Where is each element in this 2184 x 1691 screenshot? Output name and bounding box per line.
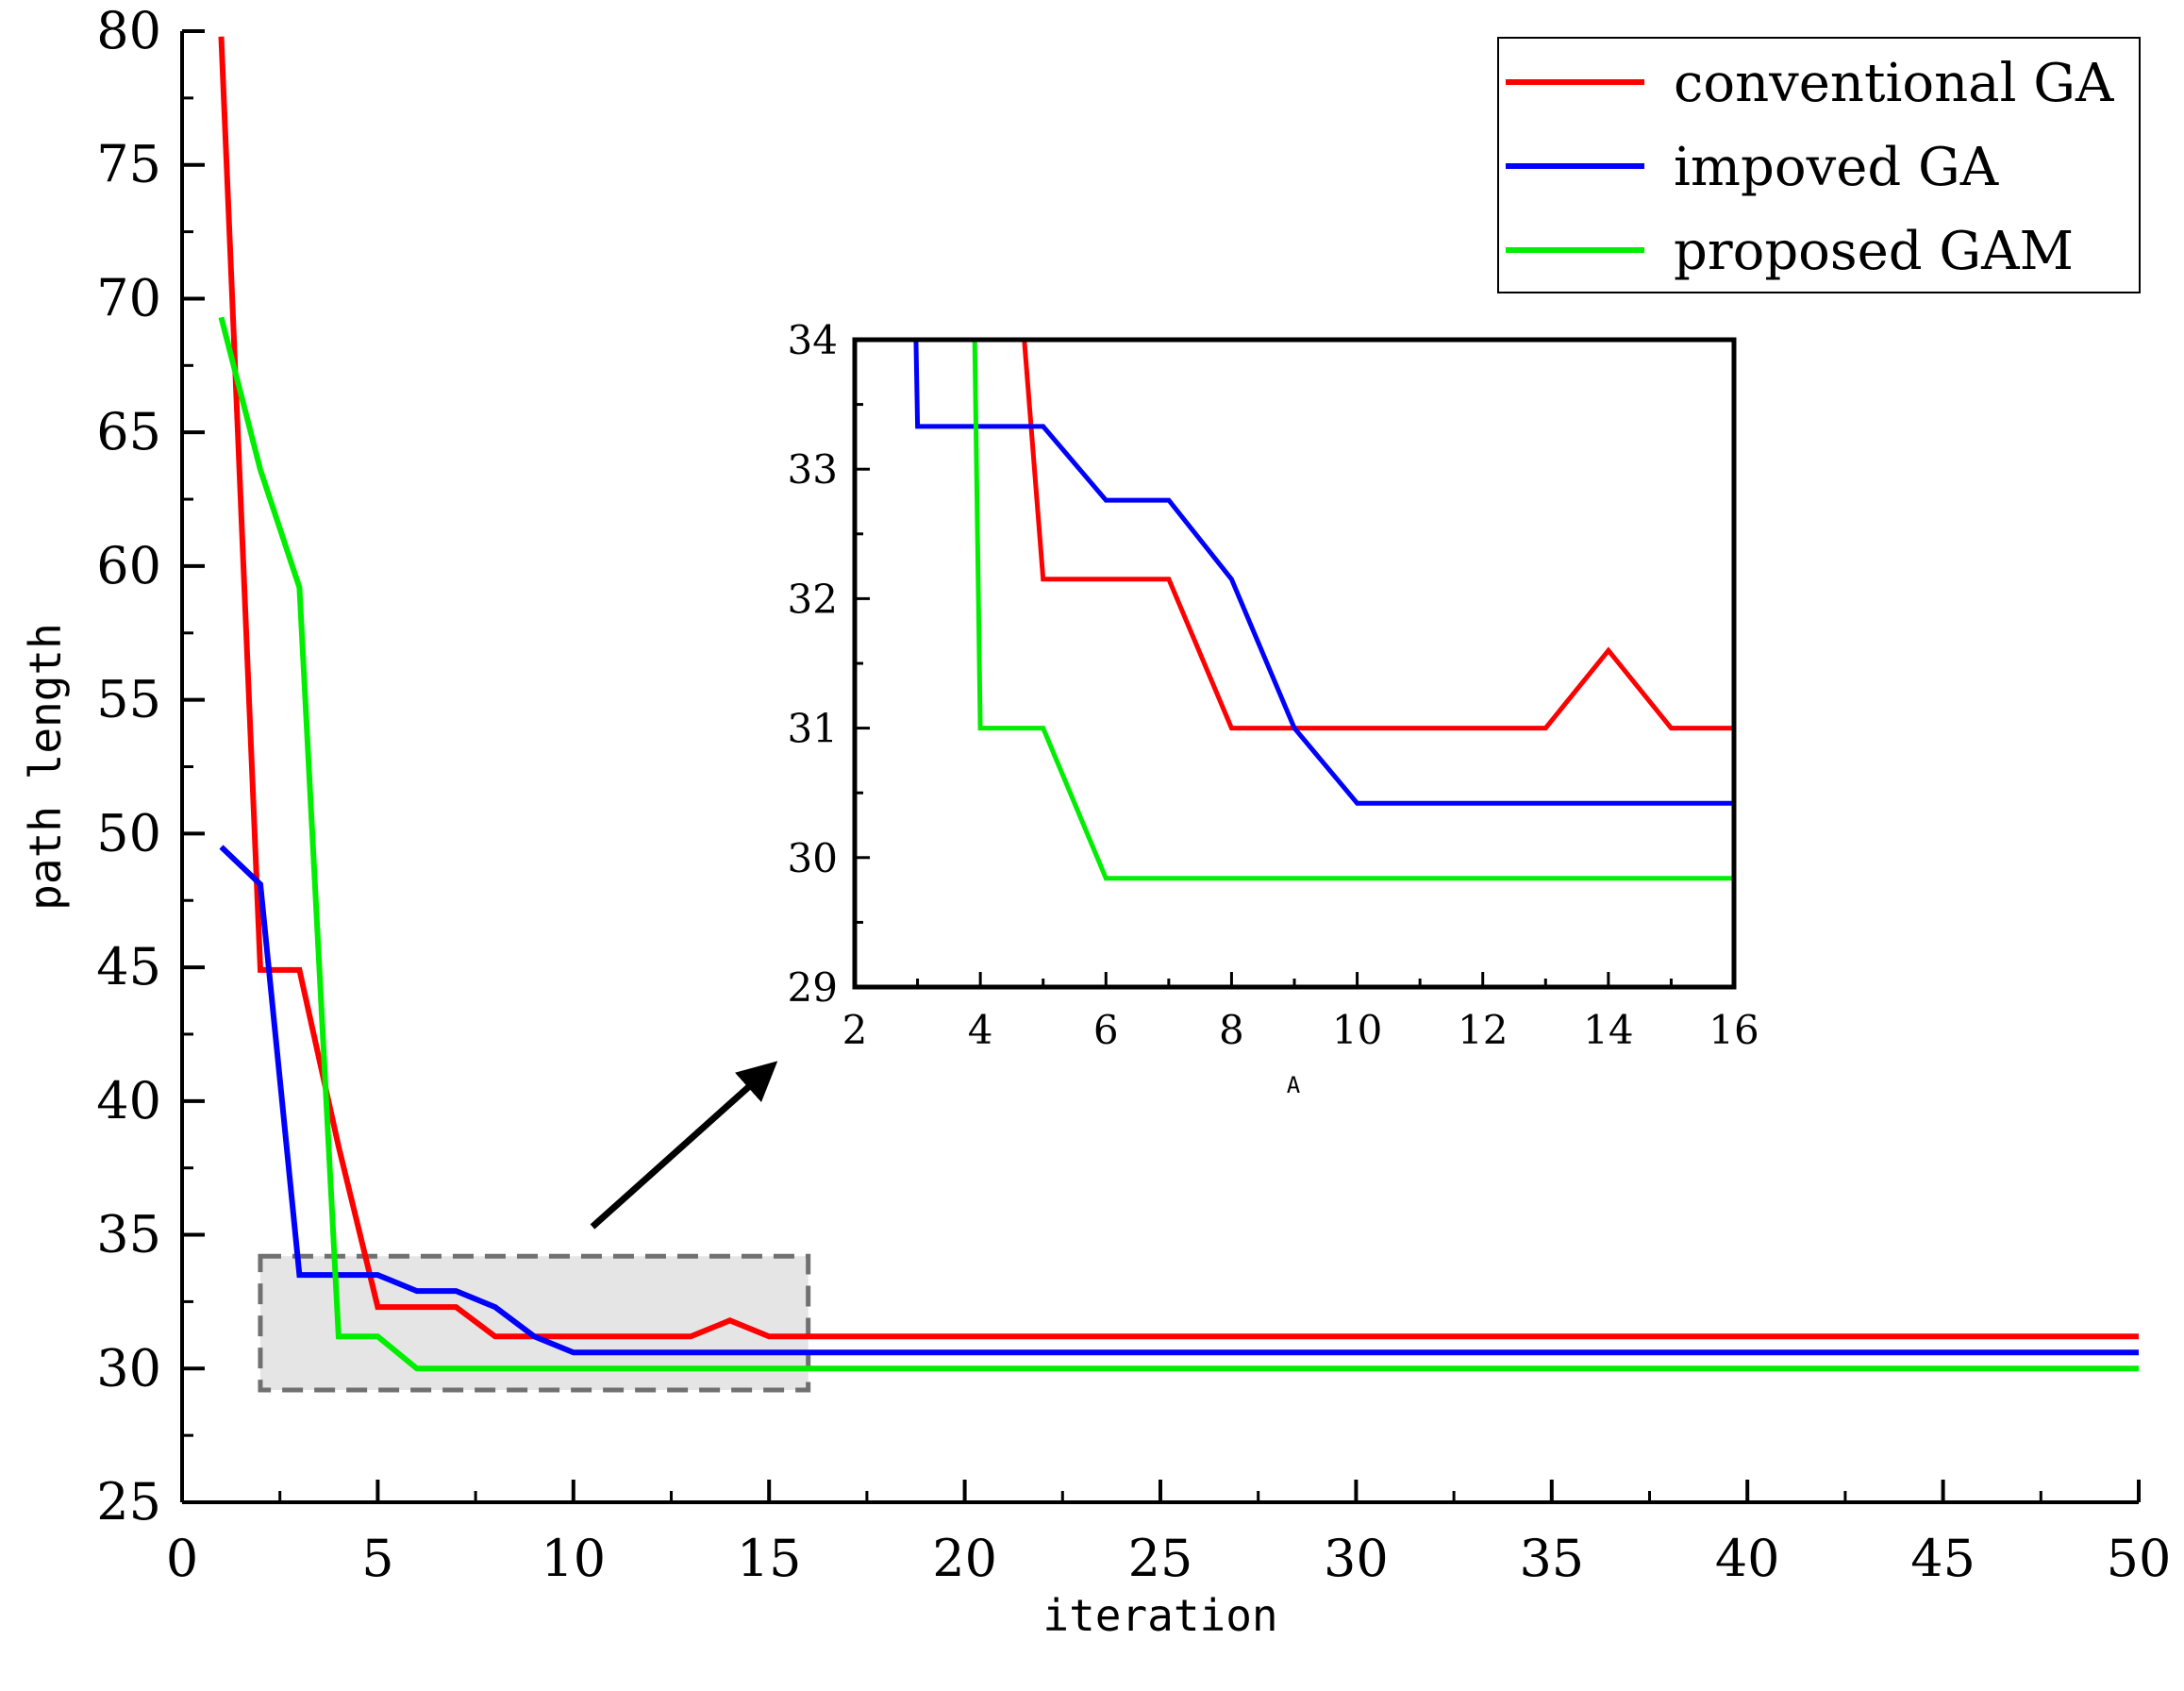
inset-background [855,340,1734,987]
x-tick-label: 20 [932,1529,997,1588]
legend-label: impoved GA [1674,137,1999,198]
inset-y-tick-label: 31 [788,706,838,752]
y-tick-label: 75 [96,135,161,194]
y-tick-label: 60 [96,536,161,595]
inset-x-axis-label: A [1287,1072,1301,1098]
x-tick-label: 50 [2107,1529,2172,1588]
x-tick-label: 30 [1324,1529,1389,1588]
inset-x-tick-label: 10 [1332,1007,1382,1053]
inset-x-tick-label: 8 [1219,1007,1244,1053]
legend-label: conventional GA [1674,53,2114,114]
inset-y-tick-label: 29 [788,964,838,1011]
x-axis-label: iteration [1042,1590,1277,1641]
y-tick-label: 50 [96,803,161,862]
inset-x-tick-label: 14 [1583,1007,1633,1053]
x-tick-label: 40 [1715,1529,1780,1588]
y-tick-label: 30 [96,1338,161,1398]
inset-y-tick-label: 30 [788,835,838,881]
y-tick-label: 45 [96,937,161,996]
y-tick-label: 65 [96,402,161,461]
x-tick-label: 15 [737,1529,802,1588]
inset-x-tick-label: 12 [1458,1007,1508,1053]
x-tick-label: 5 [361,1529,393,1588]
x-tick-label: 45 [1910,1529,1976,1588]
zoom-arrow [592,1066,772,1227]
inset-y-tick-label: 33 [788,446,838,493]
x-tick-label: 25 [1128,1529,1193,1588]
y-tick-label: 25 [96,1472,161,1532]
inset-x-tick-label: 4 [968,1007,993,1053]
x-tick-label: 35 [1519,1529,1584,1588]
x-tick-label: 10 [541,1529,606,1588]
y-tick-label: 55 [96,670,161,729]
inset-x-tick-label: 2 [842,1007,868,1053]
y-tick-label: 35 [96,1205,161,1264]
inset-y-tick-label: 34 [788,317,838,363]
line-chart: 0 5 10 15 20 25 30 35 40 45 50 25 30 35 40 45 50 55 60 65 70… [0,0,2184,1686]
legend-label: proposed GAM [1674,221,2074,282]
y-tick-label: 80 [96,1,161,60]
inset-y-tick-label: 32 [788,576,838,622]
inset-x-tick-label: 16 [1709,1007,1759,1053]
y-tick-label: 70 [96,268,161,327]
inset-x-tick-label: 6 [1093,1007,1119,1053]
chart-root: 0 5 10 15 20 25 30 35 40 45 50 25 30 35 40 45 50 55 60 65 70… [0,0,2184,1686]
y-tick-label: 40 [96,1071,161,1130]
x-tick-label: 0 [166,1529,198,1588]
y-axis-label: path length [20,623,71,911]
